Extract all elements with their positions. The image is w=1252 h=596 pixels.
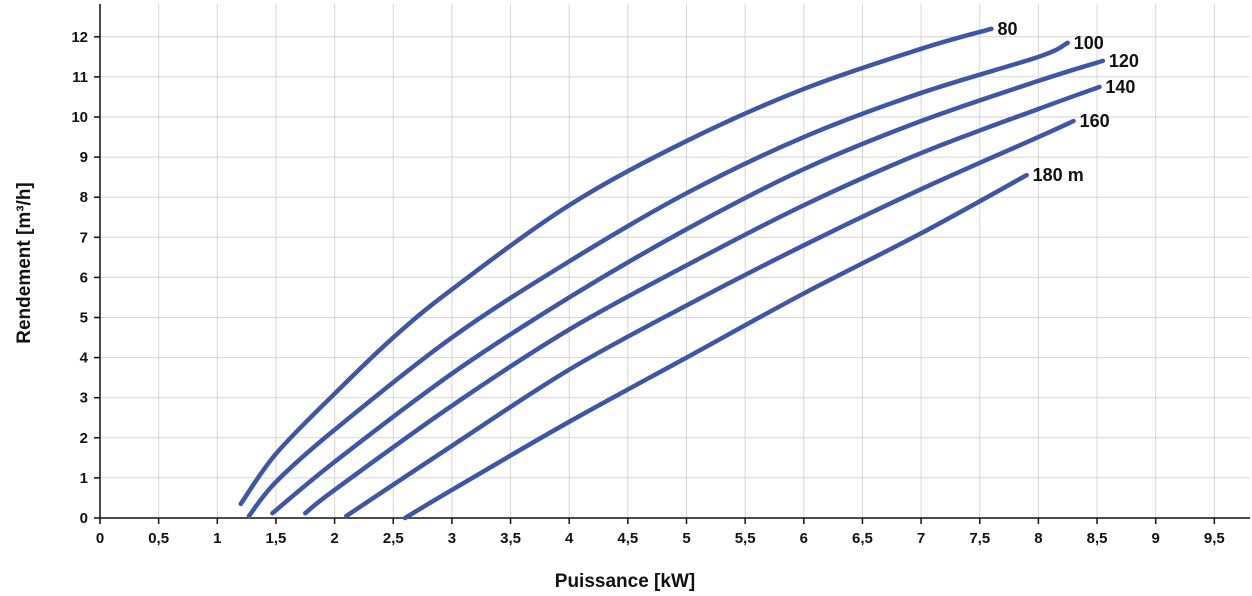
x-tick-label: 0,5 [148,530,169,547]
axes: 0 0,5 1 1,5 2 2,5 3 3,5 4 4,5 5 5,5 6 6,5 7 7,5 8 8,5 9 9,5… [71,4,1250,547]
x-tick-label: 9,5 [1204,530,1225,547]
x-tick-label: 0 [96,530,104,547]
series-label: 140 [1105,77,1135,97]
x-tick-label: 8,5 [1087,530,1108,547]
x-tick-label: 1,5 [266,530,287,547]
x-tick-label: 7,5 [969,530,990,547]
x-tick-label: 6 [800,530,808,547]
x-tick-label: 3,5 [500,530,521,547]
x-axis-title: Puissance [kW] [555,571,695,592]
y-tick-label: 10 [71,109,88,126]
series-curve-120 [270,58,1106,516]
y-tick-label: 8 [80,189,88,206]
series-label: 120 [1109,51,1139,71]
x-tick-label: 8 [1034,530,1042,547]
x-tick-label: 3 [448,530,456,547]
series-label: 160 [1080,111,1110,131]
grid [100,4,1250,518]
y-axis-title: Rendement [m³/h] [14,182,35,344]
y-tick-label: 5 [80,310,88,327]
y-tick-label: 12 [71,29,88,46]
series-curve-140 [303,84,1102,516]
series-label: 100 [1074,33,1104,53]
series-curve-80 [238,26,994,507]
x-tick-label: 9 [1152,530,1160,547]
series-label: 180 m [1033,165,1084,185]
x-tick-label: 2 [330,530,338,547]
y-tick-label: 1 [80,470,88,487]
x-tick-label: 6,5 [852,530,873,547]
series-label: 80 [997,19,1017,39]
x-tick-label: 2,5 [383,530,404,547]
series-layer [238,26,1106,521]
y-tick-label: 9 [80,149,88,166]
x-tick-label: 4 [565,530,574,547]
y-tick-label: 7 [80,229,88,246]
y-tick-label: 4 [80,350,89,367]
y-tick-label: 0 [80,510,88,527]
x-tick-label: 4,5 [617,530,638,547]
y-tick-label: 3 [80,390,88,407]
x-tick-label: 7 [917,530,925,547]
y-tick-label: 11 [72,69,88,86]
series-curve-180-m [402,172,1029,521]
x-tick-label: 1 [213,530,221,547]
series-curve-160 [344,118,1076,519]
x-tick-label: 5,5 [735,530,756,547]
series-curve-100 [246,40,1070,519]
y-tick-label: 6 [80,269,88,286]
y-tick-label: 2 [80,430,88,447]
x-tick-label: 5 [682,530,690,547]
